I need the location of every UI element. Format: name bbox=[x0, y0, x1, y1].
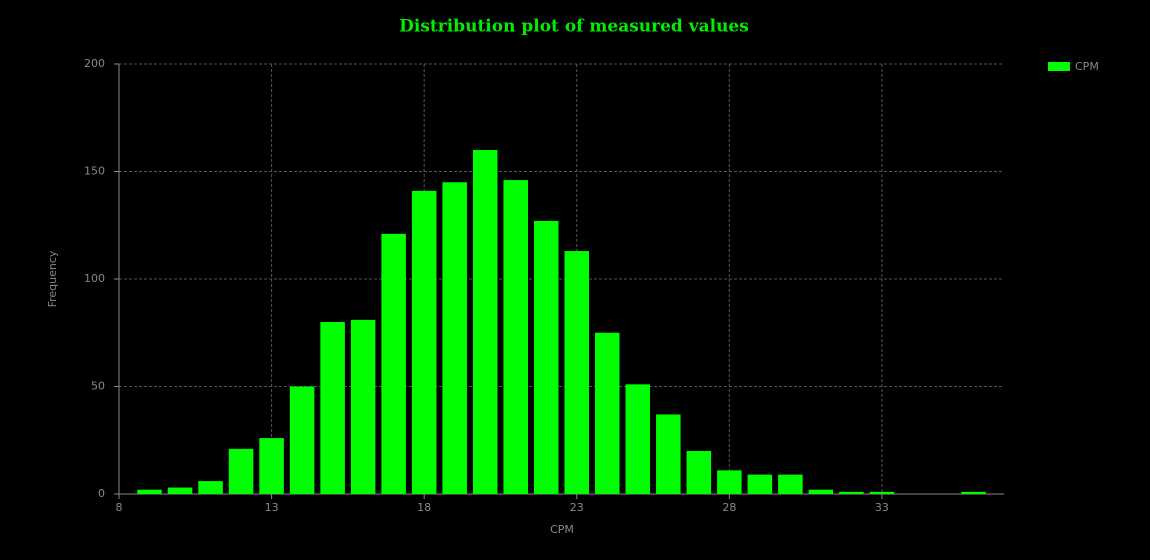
bar bbox=[656, 414, 681, 494]
bar bbox=[167, 487, 193, 494]
bar bbox=[259, 438, 284, 494]
y-tick-label: 100 bbox=[84, 272, 105, 285]
bar bbox=[961, 491, 986, 494]
chart-title: Distribution plot of measured values bbox=[399, 17, 749, 37]
x-axis-label: CPM bbox=[550, 523, 574, 536]
bar bbox=[228, 448, 254, 494]
y-axis-label: Frequency bbox=[46, 250, 59, 307]
bar bbox=[137, 489, 162, 494]
bar bbox=[747, 474, 773, 494]
y-tick-label: 200 bbox=[84, 57, 105, 70]
x-tick-label: 13 bbox=[265, 501, 279, 514]
x-tick-label: 8 bbox=[116, 501, 123, 514]
bar bbox=[869, 491, 895, 494]
bar bbox=[778, 474, 803, 494]
legend-swatch bbox=[1048, 62, 1070, 71]
bar bbox=[625, 384, 651, 494]
bar bbox=[595, 332, 620, 494]
bar bbox=[533, 220, 559, 494]
bar bbox=[320, 322, 345, 494]
bar bbox=[717, 470, 742, 494]
x-tick-label: 23 bbox=[570, 501, 584, 514]
bar bbox=[686, 451, 712, 494]
bar bbox=[472, 150, 498, 494]
bar bbox=[289, 386, 315, 494]
x-tick-label: 28 bbox=[722, 501, 736, 514]
y-tick-label: 50 bbox=[91, 380, 105, 393]
bar bbox=[198, 481, 223, 494]
bar bbox=[564, 251, 590, 494]
x-tick-label: 18 bbox=[417, 501, 431, 514]
x-tick-label: 33 bbox=[875, 501, 889, 514]
bar bbox=[350, 319, 376, 494]
y-tick-label: 150 bbox=[84, 165, 105, 178]
bar bbox=[381, 233, 406, 494]
bar bbox=[442, 182, 467, 494]
bar bbox=[503, 180, 528, 494]
y-tick-label: 0 bbox=[98, 487, 105, 500]
bar bbox=[411, 190, 437, 494]
bar bbox=[808, 489, 834, 494]
legend-label: CPM bbox=[1075, 60, 1099, 73]
bar bbox=[839, 491, 864, 494]
